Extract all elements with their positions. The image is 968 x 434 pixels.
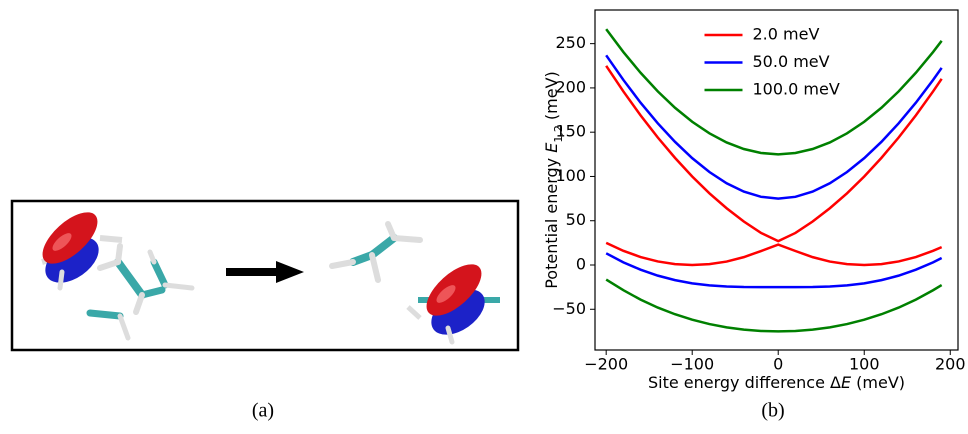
y-tick-label: 100 [555,166,586,185]
curve-upper [605,28,943,156]
orbital-right [406,264,500,345]
y-axis-label-part: (meV) [542,71,561,125]
x-tick-label: 100 [849,355,880,374]
curve-lower [605,241,943,267]
y-tick-label: 150 [555,122,586,141]
molecule-left [86,243,195,341]
chart: −200 −100 0 100 200 −50 0 50 100 150 200 250 Site en… [542,9,966,392]
x-tick-label: 200 [935,355,966,374]
y-axis-label: Potential energy E1,2 (meV) [542,71,565,289]
y-tick-label: 0 [576,255,586,274]
curve-upper [605,65,943,243]
x-tick-label: 0 [773,355,783,374]
curve-lower [605,278,943,333]
x-tick-label: −200 [584,355,628,374]
x-tick-label: −100 [670,355,714,374]
y-axis-label-part: E [542,142,561,153]
legend-label: 2.0 meV [753,25,820,44]
legend-label: 100.0 meV [753,80,840,99]
x-axis-label: Site energy difference ΔE (meV) [648,373,905,392]
caption-a: (a) [252,400,274,422]
panel-a [10,199,520,352]
x-axis-label-part: E [841,373,852,392]
caption-b: (b) [761,400,784,422]
y-tick-label: 50 [566,210,586,229]
x-axis-label-part: Site energy difference Δ [648,373,841,392]
x-axis-label-part: (meV) [851,373,905,392]
y-tick-label: −50 [552,299,586,318]
y-tick-label: 200 [555,77,586,96]
y-axis-label-part: Potential energy [542,153,561,289]
orbital-left [41,212,123,291]
molecule-right [329,221,423,283]
y-tick-label: 250 [555,33,586,52]
legend-label: 50.0 meV [753,52,830,71]
curve-upper [605,54,943,200]
curve-lower [605,252,943,289]
y-axis-label-part: 1,2 [552,125,565,143]
plot-frame [594,9,959,351]
arrow [226,261,304,283]
